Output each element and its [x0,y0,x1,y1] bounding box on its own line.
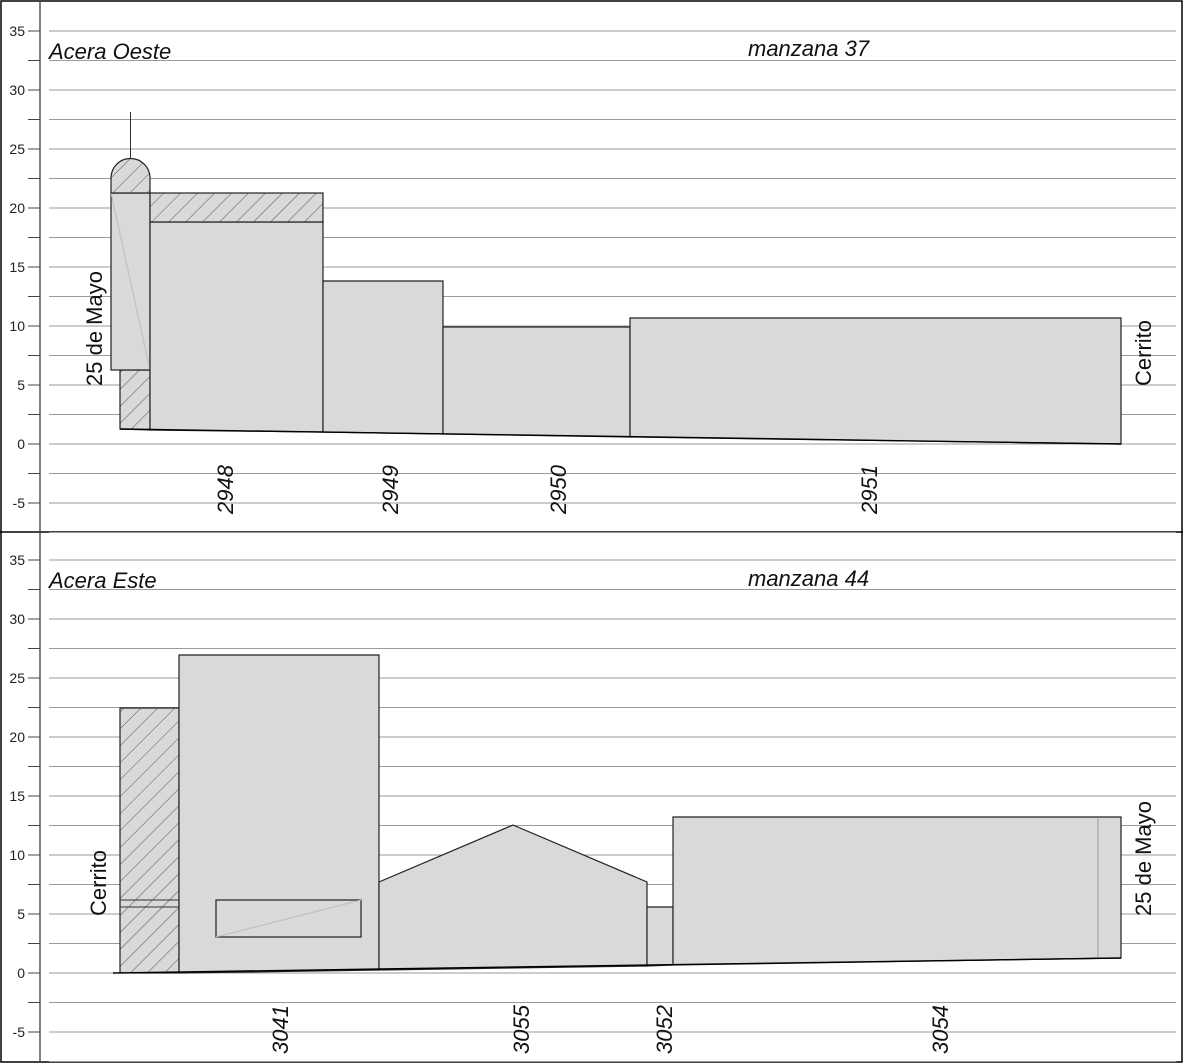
y-tick-label: 10 [9,847,25,863]
y-tick-label: 15 [9,259,25,275]
y-tick-label: 35 [9,23,25,39]
street-right-bottom: 25 de Mayo [1131,801,1156,916]
y-tick-label: 25 [9,670,25,686]
building-3041 [178,654,380,974]
building-3041-window [215,899,362,938]
ground-line-top [119,428,1122,445]
y-ticks-bottom: 35 30 25 20 15 10 5 0 -5 [9,552,40,1062]
y-tick-label: 30 [9,611,25,627]
y-tick-label: -5 [13,1024,26,1040]
building-2950 [442,326,631,438]
y-tick-label: 5 [17,377,25,393]
lot-label-2950: 2950 [546,464,571,515]
lot-label-3055: 3055 [509,1004,534,1054]
lot-label-3054: 3054 [928,1005,953,1054]
block-label-bottom: manzana 44 [748,566,869,591]
building-2948-hatched-top [149,192,324,223]
lot-label-2948: 2948 [213,464,238,515]
building-2948-hatched-base [119,369,151,431]
street-left-top: 25 de Mayo [82,271,107,386]
lot-label-3052: 3052 [652,1005,677,1054]
y-tick-label: -5 [13,495,26,511]
y-tick-label: 15 [9,788,25,804]
building-3055 [378,824,648,971]
sidewalk-label-top: Acera Oeste [47,39,171,64]
building-2948-body [149,221,324,433]
tower-diagonal [110,192,151,371]
building-3054 [672,816,1122,966]
y-tick-label: 20 [9,729,25,745]
building-3052 [646,906,674,967]
sidewalk-label-bottom: Acera Este [47,568,157,593]
building-2949 [322,280,444,435]
panel-bottom: 35 30 25 20 15 10 5 0 -5 Acera Este manzana 44 C… [9,533,1176,1062]
street-left-bottom: Cerrito [86,850,111,916]
lot-label-2949: 2949 [378,465,403,515]
y-tick-label: 20 [9,200,25,216]
y-tick-label: 25 [9,141,25,157]
building-2951 [629,317,1122,445]
y-tick-label: 0 [17,436,25,452]
lot-label-3041: 3041 [268,1005,293,1054]
building-3041-hatched [119,707,180,974]
y-tick-label: 35 [9,552,25,568]
lot-label-2951: 2951 [857,465,882,515]
building-2948-dome [110,157,151,194]
y-ticks-top: 35 30 25 20 15 10 5 0 -5 [9,23,40,533]
block-label-top: manzana 37 [748,36,870,61]
window-diagonal [215,899,362,938]
ground-line-bottom [112,957,1122,974]
y-tick-label: 30 [9,82,25,98]
y-tick-label: 10 [9,318,25,334]
street-right-top: Cerrito [1131,320,1156,386]
y-tick-label: 0 [17,965,25,981]
y-tick-label: 5 [17,906,25,922]
